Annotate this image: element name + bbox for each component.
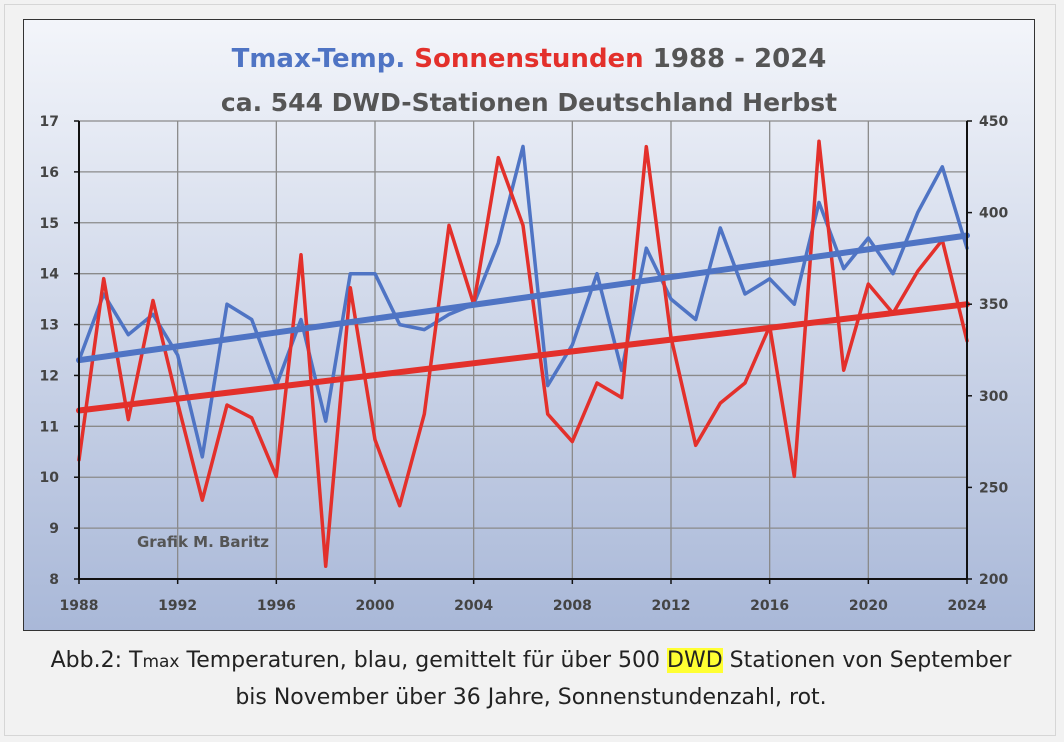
y-left-tick-label: 8 [49,572,59,588]
y-left-tick-label: 12 [40,368,59,384]
y-right-tick-label: 300 [979,389,1008,405]
x-tick-label: 2000 [356,598,395,614]
caption-subscript: max [142,652,180,672]
caption-part-1: Temperaturen, blau, gemittelt für über 5… [179,648,668,673]
title-range-part: 1988 - 2024 [653,44,827,74]
x-tick-label: 2024 [948,598,987,614]
y-right-tick-label: 250 [979,480,1008,496]
y-left-tick-label: 13 [40,318,59,334]
x-tick-label: 2020 [849,598,888,614]
chart-container: Tmax-Temp. Sonnenstunden 1988 - 2024 ca.… [23,19,1035,631]
y-left-tick-label: 10 [40,470,60,486]
chart-title: Tmax-Temp. Sonnenstunden 1988 - 2024 [232,44,827,74]
series-line-sonnenstunden [77,139,969,568]
title-blue-part: Tmax-Temp. [232,44,406,74]
y-right-tick-label: 350 [979,297,1008,313]
series-line-trend-sonnenstunden [76,301,970,414]
x-tick-label: 2012 [652,598,691,614]
y-left-tick-label: 17 [40,114,59,130]
y-left-tick-label: 16 [40,165,59,181]
caption-line-1: Abb.2: Tmax Temperaturen, blau, gemittel… [5,643,1057,680]
x-tick-label: 1992 [158,598,197,614]
y-right-tick-label: 450 [979,114,1008,130]
series-line-tmax-temp [77,144,969,459]
caption-part-2: Stationen von September [722,648,1012,673]
caption-line-2: bis November über 36 Jahre, Sonnenstunde… [235,685,827,710]
x-tick-label: 1996 [257,598,296,614]
x-tick-label: 2004 [454,598,493,614]
y-right-tick-label: 400 [979,206,1008,222]
axes: 8 9 10 11 12 13 14 15 16 17 200 250 300 350 400 450 1988… [40,114,1009,614]
y-right-tick-label: 200 [979,572,1008,588]
series-line-trend-tmax [76,232,970,364]
caption-prefix: Abb.2: T [50,648,143,673]
y-left-tick-label: 14 [40,267,60,283]
x-tick-label: 1988 [60,598,99,614]
plot-area [76,139,970,568]
y-left-tick-label: 15 [40,216,59,232]
x-tick-label: 2016 [750,598,789,614]
chart-annotation: Grafik M. Baritz [137,533,269,551]
chart-svg: Tmax-Temp. Sonnenstunden 1988 - 2024 ca.… [23,19,1035,631]
x-tick-label: 2008 [553,598,592,614]
figure-caption: Abb.2: Tmax Temperaturen, blau, gemittel… [5,643,1057,716]
y-left-tick-label: 11 [40,419,59,435]
title-red-part: Sonnenstunden [414,44,643,74]
y-left-tick-label: 9 [49,521,59,537]
figure-frame: Tmax-Temp. Sonnenstunden 1988 - 2024 ca.… [4,4,1056,736]
caption-highlight: DWD [667,648,723,673]
chart-subtitle: ca. 544 DWD-Stationen Deutschland Herbst [221,88,837,117]
